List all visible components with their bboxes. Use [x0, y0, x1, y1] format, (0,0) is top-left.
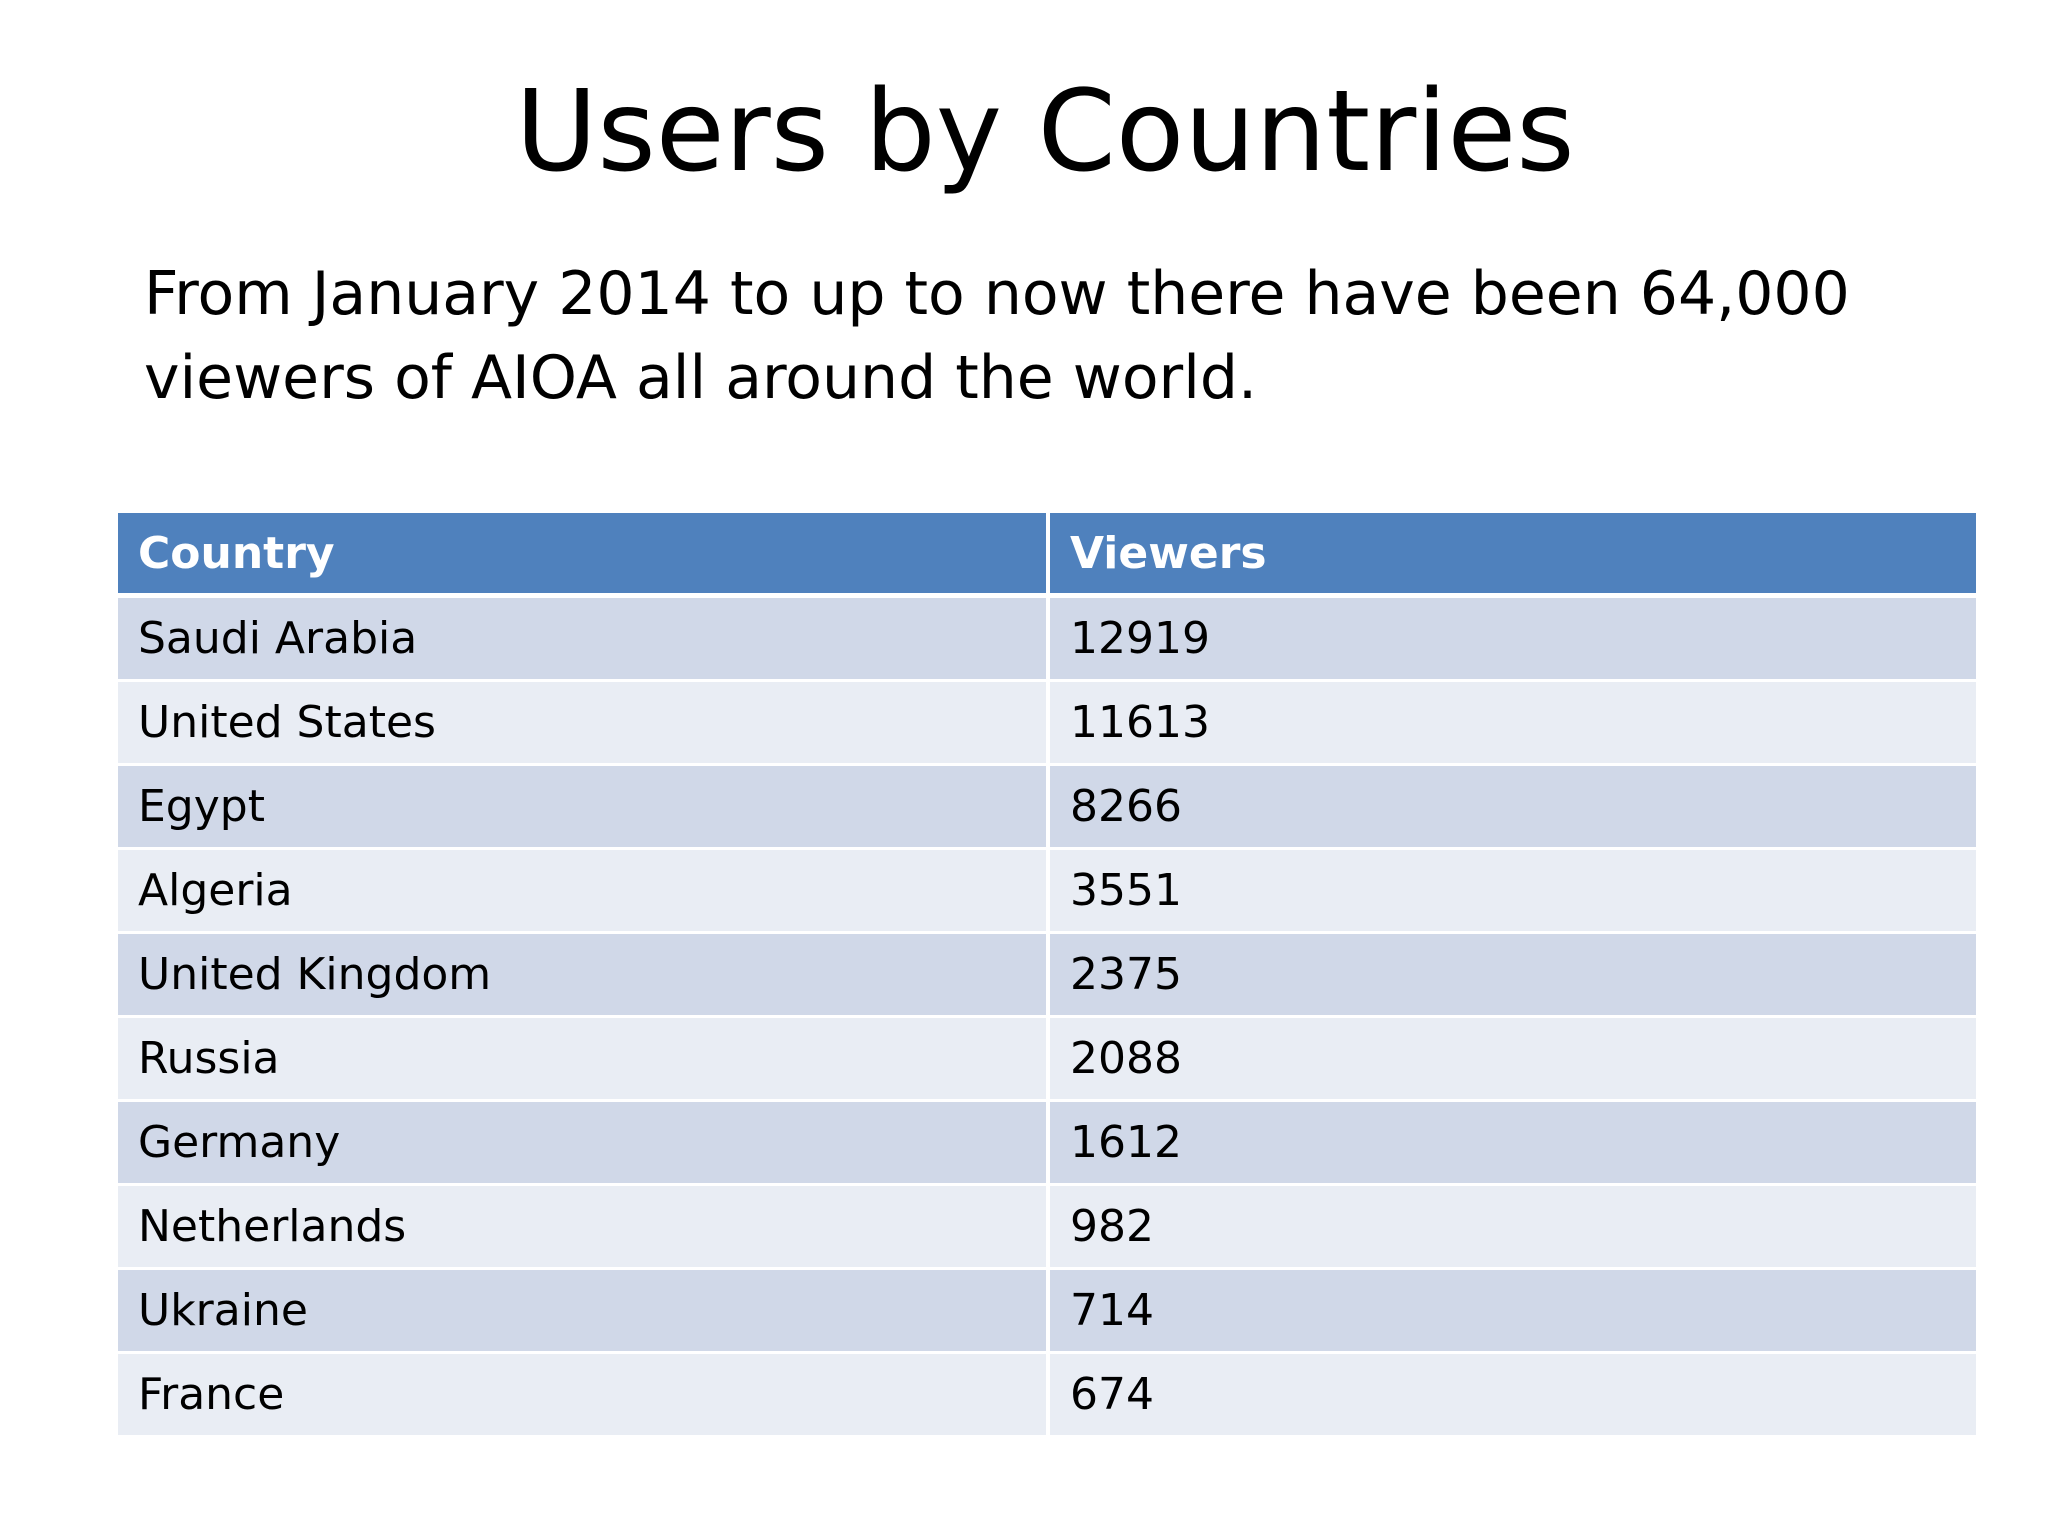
table-row: Russia 2088 [118, 1015, 1976, 1101]
slide-body-text: From January 2014 to up to now there hav… [144, 259, 1850, 413]
cell-country: Egypt [118, 763, 1050, 849]
slide-title: Users by Countries [515, 67, 1575, 197]
cell-country: Russia [118, 1015, 1050, 1101]
table-row: Germany 1612 [118, 1099, 1976, 1185]
cell-country: United Kingdom [118, 931, 1050, 1017]
cell-viewers: 8266 [1046, 763, 1976, 849]
cell-viewers: 674 [1046, 1351, 1976, 1435]
cell-viewers: 12919 [1046, 594, 1976, 681]
table-row: United States 11613 [118, 679, 1976, 765]
header-viewers: Viewers [1046, 513, 1976, 598]
table-row: Netherlands 982 [118, 1183, 1976, 1269]
cell-viewers: 2375 [1046, 931, 1976, 1017]
cell-viewers: 2088 [1046, 1015, 1976, 1101]
cell-country: Ukraine [118, 1267, 1050, 1353]
table-row: Egypt 8266 [118, 763, 1976, 849]
cell-country: United States [118, 679, 1050, 765]
users-table-container: Country Viewers Saudi Arabia 12919 Unite… [118, 513, 1976, 1435]
table-row: United Kingdom 2375 [118, 931, 1976, 1017]
cell-country: Germany [118, 1099, 1050, 1185]
cell-viewers: 11613 [1046, 679, 1976, 765]
cell-country: France [118, 1351, 1050, 1435]
users-by-country-table: Country Viewers Saudi Arabia 12919 Unite… [118, 513, 1976, 1435]
table-row: Saudi Arabia 12919 [118, 594, 1976, 681]
table-header-row: Country Viewers [118, 513, 1976, 598]
cell-viewers: 3551 [1046, 847, 1976, 933]
cell-country: Saudi Arabia [118, 594, 1050, 681]
cell-viewers: 1612 [1046, 1099, 1976, 1185]
table-row: France 674 [118, 1351, 1976, 1435]
cell-country: Algeria [118, 847, 1050, 933]
cell-country: Netherlands [118, 1183, 1050, 1269]
cell-viewers: 714 [1046, 1267, 1976, 1353]
cell-viewers: 982 [1046, 1183, 1976, 1269]
table-row: Ukraine 714 [118, 1267, 1976, 1353]
table-row: Algeria 3551 [118, 847, 1976, 933]
header-country: Country [118, 513, 1050, 598]
